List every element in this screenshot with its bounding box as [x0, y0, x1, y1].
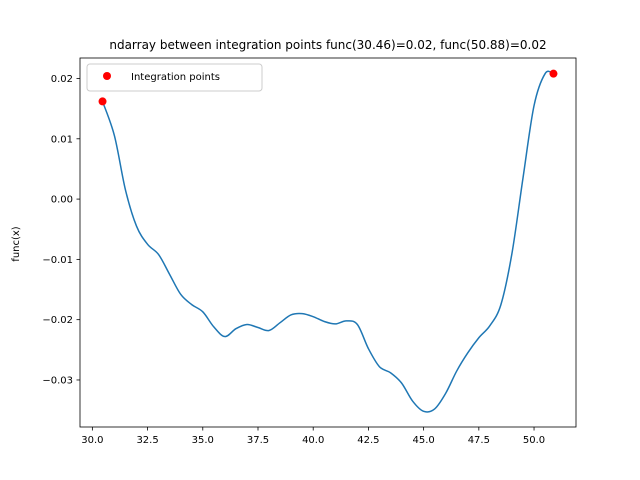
axes-frame [79, 57, 577, 428]
x-tick-label: 37.5 [247, 435, 269, 446]
y-axis-label: func(x) [11, 226, 22, 262]
x-tick-label: 47.5 [468, 435, 490, 446]
legend: Integration points [86, 63, 263, 92]
chart-title: ndarray between integration points func(… [109, 38, 546, 52]
y-tick-label: −0.02 [42, 315, 73, 326]
series-line [101, 70, 554, 413]
x-tick-label: 35.0 [192, 435, 214, 446]
y-tick-label: 0.02 [51, 74, 73, 85]
y-tick-label: 0.01 [51, 134, 73, 145]
plot-area [98, 69, 558, 413]
y-tick-label: −0.01 [42, 255, 73, 266]
legend-label: Integration points [131, 72, 220, 83]
legend-marker [103, 72, 111, 80]
x-tick-label: 32.5 [136, 435, 158, 446]
integration-point [98, 97, 107, 106]
legend-frame [86, 63, 263, 92]
integration-point [549, 69, 558, 78]
y-tick-label: −0.03 [42, 375, 73, 386]
y-tick-label: 0.00 [51, 195, 73, 206]
x-tick-label: 40.0 [302, 435, 324, 446]
axes: 30.0 32.5 35.0 37.5 40.0 42.5 45.0 47.5 50.0 −0.0… [42, 57, 577, 446]
x-tick-label: 30.0 [81, 435, 103, 446]
x-tick-label: 50.0 [523, 435, 545, 446]
x-tick-label: 45.0 [412, 435, 434, 446]
x-tick-label: 42.5 [357, 435, 379, 446]
